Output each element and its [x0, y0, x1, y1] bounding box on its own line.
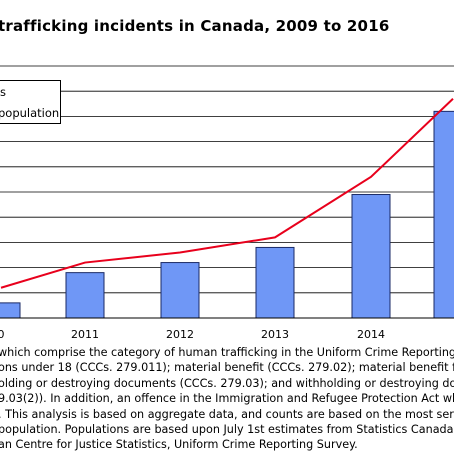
note-line-1: which comprise the category of human tra… [0, 346, 454, 359]
chart-notes: which comprise the category of human tra… [0, 345, 454, 453]
chart-plot: 0 2011 2012 2013 2014 [0, 65, 454, 340]
legend-entry-line: population [0, 106, 59, 120]
chart-title-text: trafficking incidents in Canada, 2009 to… [0, 17, 390, 35]
x-tick-label: 2011 [71, 328, 99, 340]
x-tick-label: 2012 [166, 328, 194, 340]
rate-line [0, 98, 454, 289]
note-line-2: ons under 18 (CCCs. 279.011); material b… [0, 361, 454, 375]
legend-label-bars: s [0, 85, 6, 99]
bar [255, 246, 295, 319]
legend: s population [0, 80, 61, 124]
bar [65, 272, 105, 319]
legend-label-line: population [0, 106, 60, 120]
x-tick-label: 2013 [261, 328, 289, 340]
x-tick-labels: 0 2011 2012 2013 2014 [0, 328, 385, 340]
bar-series [0, 110, 454, 319]
note-line-4: 9.03(2)). In addition, an offence in the… [0, 392, 454, 406]
note-line-6: population. Populations are based upon J… [0, 423, 454, 437]
legend-entry-bars: s [0, 85, 6, 99]
note-line-7: an Centre for Justice Statistics, Unifor… [0, 438, 358, 452]
note-line-5: . This analysis is based on aggregate da… [0, 407, 454, 421]
bar [0, 302, 21, 319]
note-line-3: olding or destroying documents (CCCs. 27… [0, 376, 454, 390]
x-tick-label: 2014 [357, 328, 385, 340]
x-tick-label: 0 [0, 328, 5, 340]
chart-title: trafficking incidents in Canada, 2009 to… [0, 17, 454, 35]
bar [160, 262, 200, 319]
bar [433, 110, 454, 319]
bar [351, 194, 391, 319]
